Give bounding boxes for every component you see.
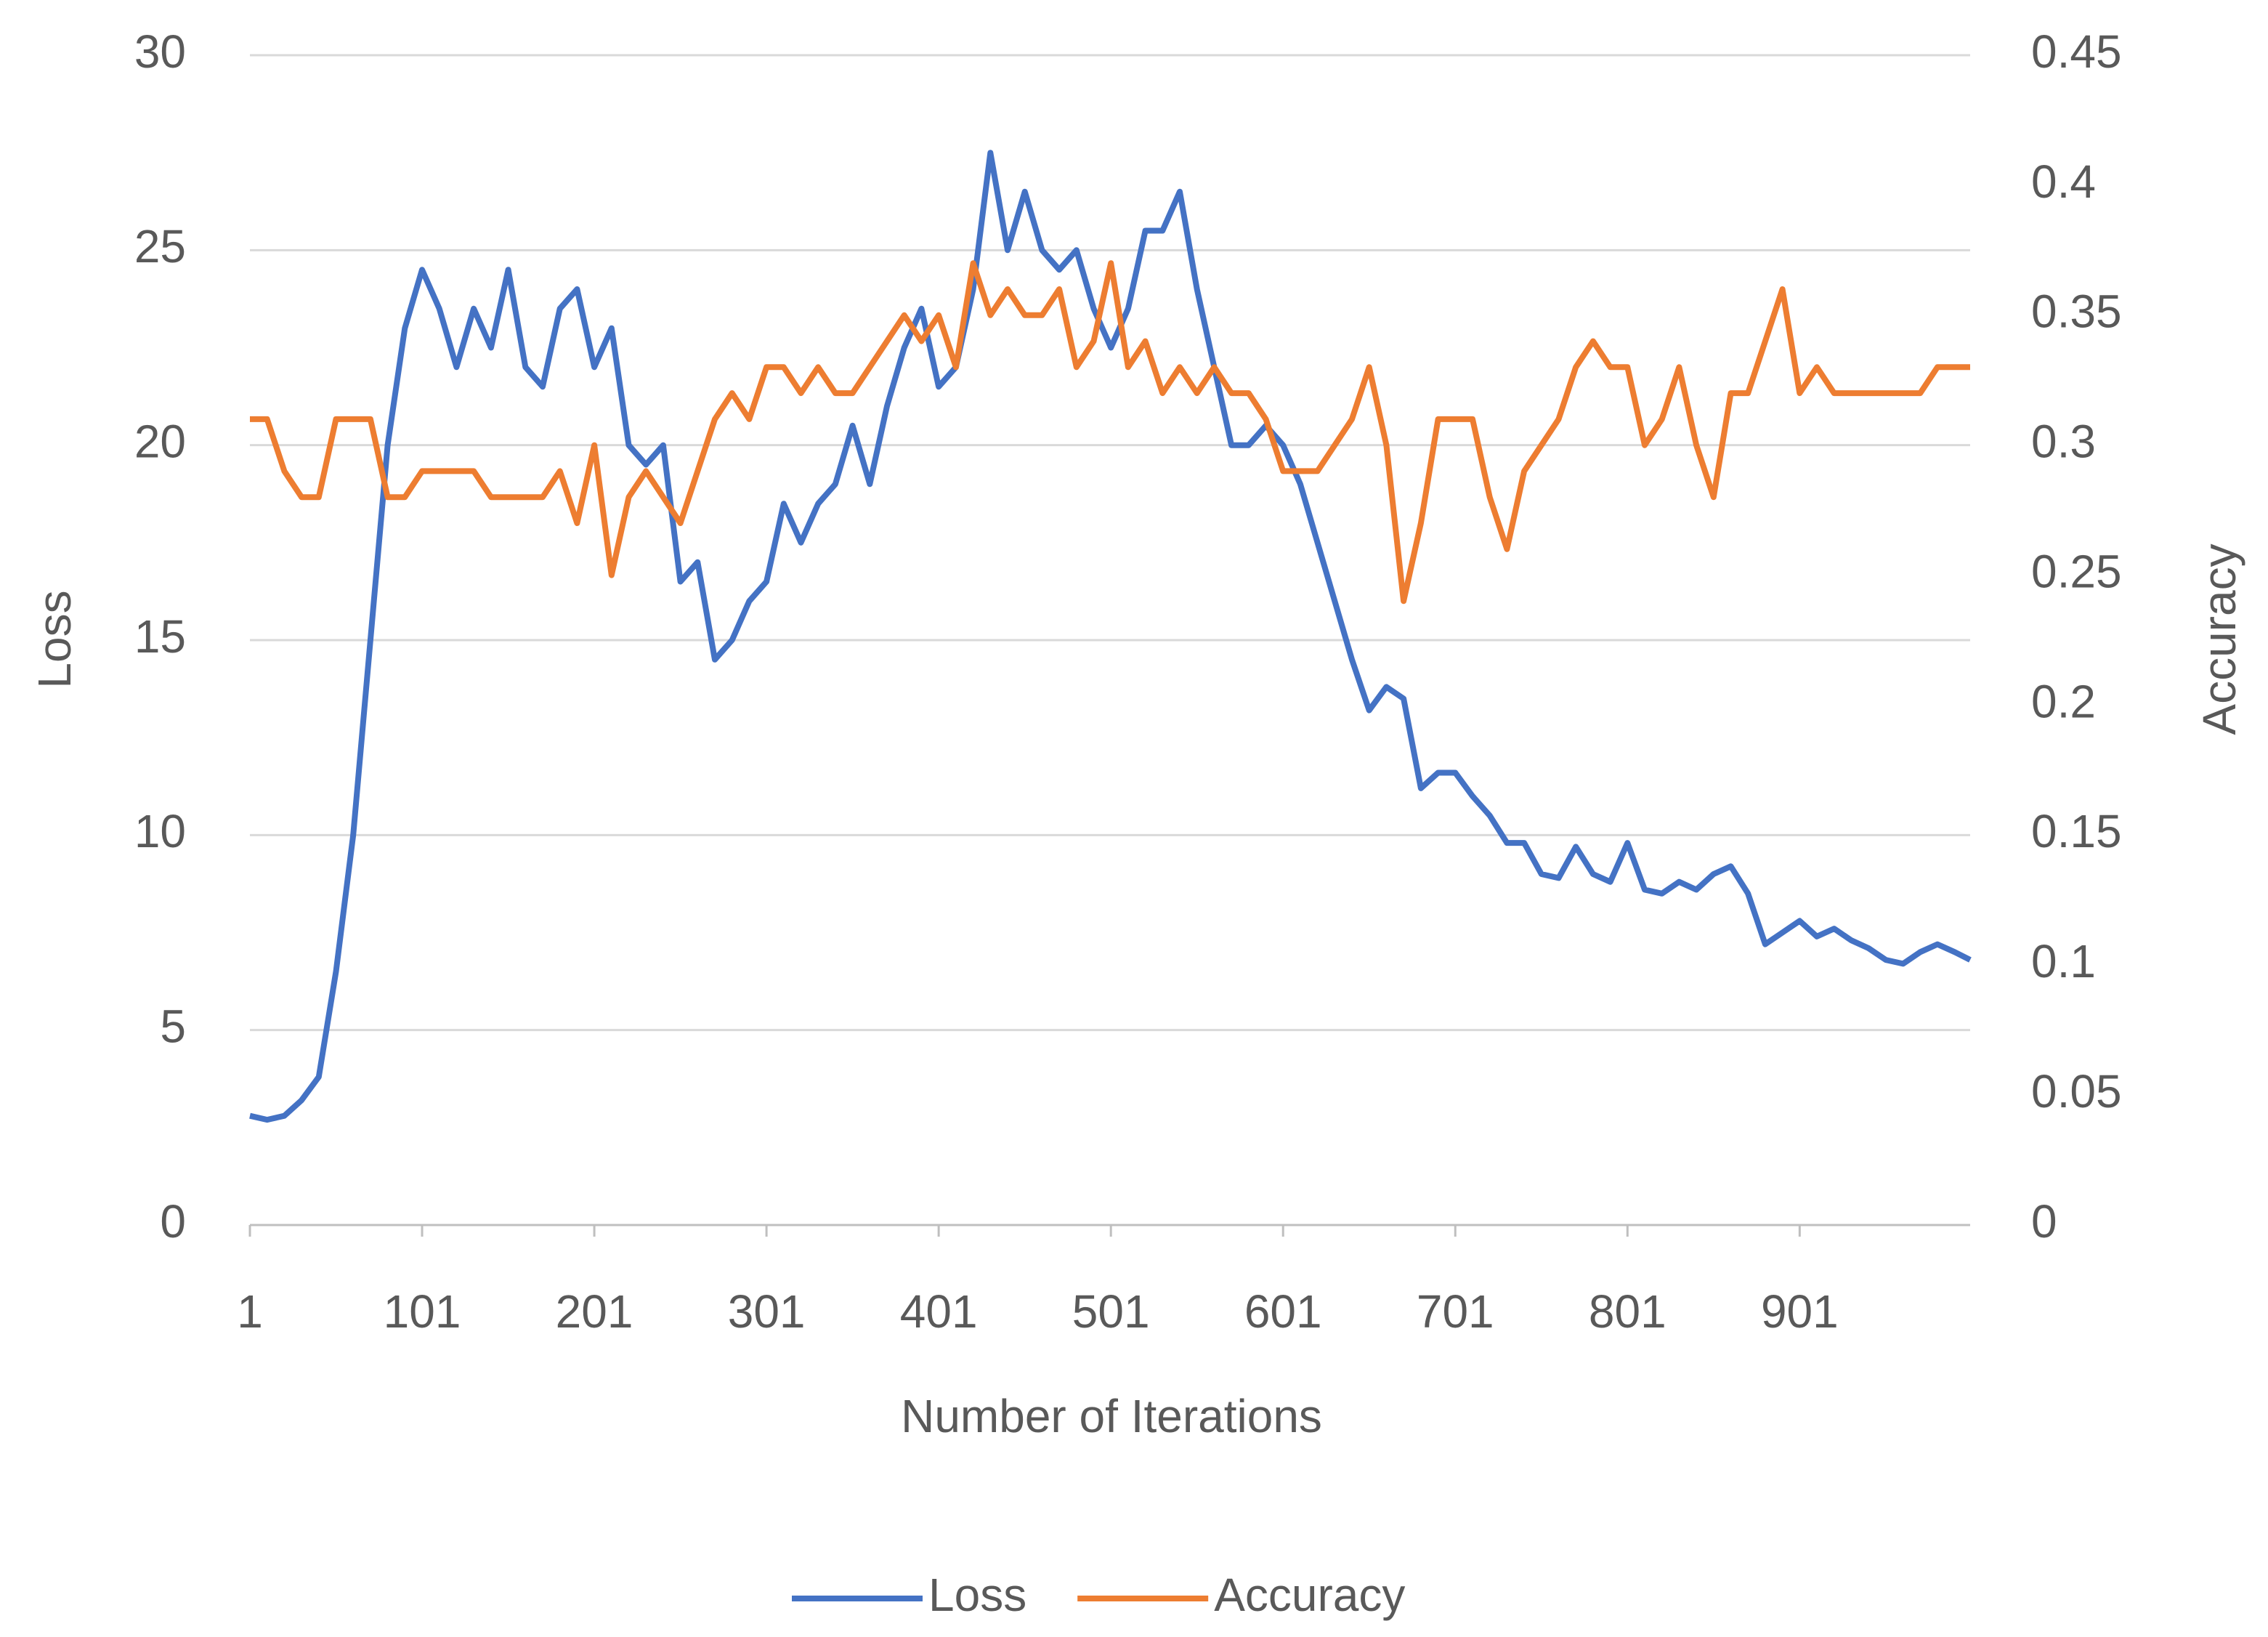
line-series [250, 260, 1970, 605]
y2-tick-label: 0.45 [2031, 25, 2122, 78]
x-tick-label: 1 [237, 1285, 263, 1338]
y2-tick-label: 0.15 [2031, 805, 2122, 857]
y-tick-label: 0 [160, 1195, 186, 1248]
legend-label: Accuracy [1214, 1569, 1405, 1621]
y2-tick-label: 0.05 [2031, 1065, 2122, 1117]
y-tick-label: 15 [134, 610, 186, 663]
line-series [249, 150, 1972, 1123]
legend-label: Loss [928, 1569, 1026, 1621]
y2-tick-label: 0.25 [2031, 545, 2122, 597]
y-tick-label: 10 [134, 805, 186, 857]
y-tick-label: 30 [134, 25, 186, 78]
x-tick-label: 301 [728, 1285, 806, 1338]
y2-tick-label: 0.35 [2031, 286, 2122, 338]
y2-tick-label: 0.4 [2031, 155, 2096, 208]
x-tick-label: 101 [384, 1285, 461, 1338]
x-tick-label: 601 [1244, 1285, 1322, 1338]
y2-tick-label: 0.3 [2031, 416, 2096, 468]
x-tick-label: 801 [1589, 1285, 1666, 1338]
x-tick-label: 201 [556, 1285, 633, 1338]
x-tick-label: 901 [1761, 1285, 1839, 1338]
y-axis-title: Loss [28, 590, 81, 688]
y2-tick-label: 0.1 [2031, 935, 2096, 987]
y2-tick-label: 0.2 [2031, 675, 2096, 727]
x-tick-label: 401 [900, 1285, 978, 1338]
y-tick-label: 5 [160, 1001, 186, 1053]
x-tick-label: 501 [1072, 1285, 1150, 1338]
y2-tick-label: 0 [2031, 1195, 2057, 1248]
y-tick-label: 20 [134, 416, 186, 468]
y-tick-label: 25 [134, 220, 186, 272]
y2-axis-title: Accuracy [2193, 543, 2245, 735]
x-tick-label: 701 [1417, 1285, 1494, 1338]
x-axis-title: Number of Iterations [901, 1390, 1322, 1442]
